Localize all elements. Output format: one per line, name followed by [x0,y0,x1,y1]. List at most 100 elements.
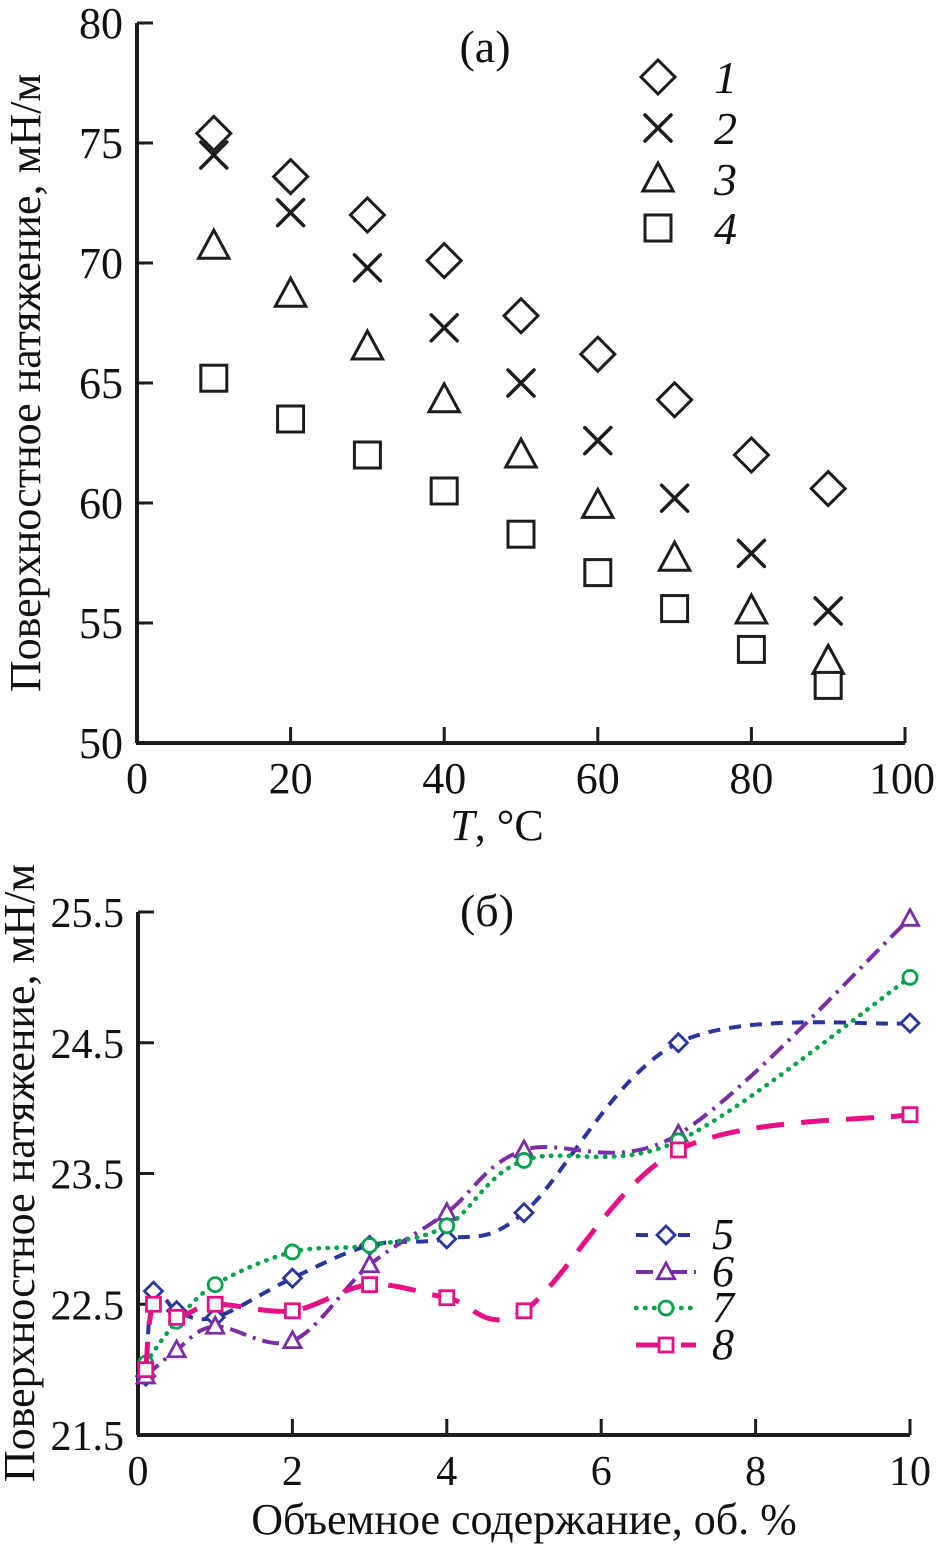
triangle-marker [733,591,770,625]
legend-item-2: 2 [643,103,737,154]
square-marker [901,1106,919,1124]
triangle-marker [204,1314,227,1335]
circle-marker [901,968,919,986]
square-icon [643,213,673,243]
diamond-marker [271,157,310,196]
y-tick-label: 50 [79,719,123,768]
series-4-points [199,363,843,700]
axes [135,21,907,745]
x-tick-label: 60 [576,754,620,803]
legend-item-5: 5 [636,1210,734,1259]
y-tick-label: 60 [79,479,123,528]
diamond-icon [655,1224,677,1246]
x-tick-label: 40 [422,754,466,803]
diamond-marker [578,335,617,374]
triangle-marker [899,906,921,927]
triangle-marker [503,435,539,469]
square-marker [352,440,382,470]
diamond-marker [348,195,387,235]
legend-item-1: 1 [638,52,737,103]
circle-marker [438,1217,456,1235]
series-1-points [194,114,848,508]
square-marker [206,1295,224,1313]
legend-label: 1 [714,52,737,103]
panel-a: (а) Поверхностное натяжение, мН/м T, °C … [1,0,935,850]
triangle-marker [196,227,232,260]
series-7-line [143,975,913,1366]
square-icon [657,1336,675,1354]
y-tick-label: 22.5 [51,1283,125,1329]
diamond-marker [281,1267,304,1290]
x-marker [429,313,459,343]
square-marker [660,594,690,624]
diamond-marker [194,114,233,153]
y-tick-label: 70 [79,239,123,288]
panel-a-ylabel: Поверхностное натяжение, мН/м [1,74,50,692]
square-marker [670,1141,687,1159]
panel-b-figure: (б) Поверхностное натяжение, мН/м Объемн… [0,864,931,1544]
x-tick-label: 6 [591,1449,612,1495]
legend-item-4: 4 [643,203,737,254]
triangle-marker [281,1328,304,1350]
legend-label: 6 [712,1247,734,1296]
square-marker [283,1302,301,1320]
square-marker [361,1276,379,1294]
legend-label: 4 [714,203,737,254]
diamond-marker [809,469,848,508]
diamond-marker [732,435,771,475]
x-marker [583,425,613,456]
series-2-points [199,140,843,626]
legend-item-6: 6 [636,1247,734,1296]
x-tick-label: 4 [436,1449,457,1495]
square-marker [506,519,536,549]
x-marker [736,538,767,569]
panel-b-ylabel: Поверхностное натяжение, мН/м [0,864,44,1482]
y-tick-label: 65 [79,359,123,408]
square-marker [583,558,613,588]
circle-marker [361,1237,379,1254]
triangle-icon [640,159,676,193]
x-marker [813,596,843,626]
x-marker [659,483,690,513]
panel-a-xlabel: T, °C [450,801,543,850]
y-tick-label: 23.5 [51,1153,125,1199]
x-marker [199,140,229,170]
diamond-marker [425,241,464,280]
triangle-marker [272,275,309,308]
series-5-points [134,1012,921,1388]
diamond-marker [435,1227,458,1250]
triangle-marker [656,539,693,572]
square-marker [736,634,766,664]
legend-label: 8 [712,1320,734,1369]
triangle-marker [810,642,846,675]
x-tick-label: 10 [889,1449,931,1495]
y-tick-label: 25.5 [51,891,125,937]
series-6-line [144,917,912,1378]
series-5-line [143,1020,911,1377]
diamond-icon [638,57,678,97]
square-marker [145,1295,162,1313]
diamond-marker [899,1012,921,1035]
y-tick-label: 75 [79,119,123,168]
x-tick-label: 100 [869,754,935,803]
x-tick-label: 20 [269,754,313,803]
circle-marker [206,1276,224,1294]
square-marker [813,670,843,700]
triangle-icon [655,1260,677,1281]
square-marker [515,1302,533,1320]
panel-b-xlabel: Объемное содержание, об. % [251,1495,797,1544]
legend-label: 7 [712,1283,736,1332]
square-marker [438,1289,456,1307]
triangle-marker [426,380,462,414]
diamond-marker [513,1201,535,1224]
legend-label: 2 [714,103,737,154]
legend-item-3: 3 [640,154,737,205]
square-marker [429,476,459,506]
y-tick-label: 21.5 [51,1414,125,1460]
x-tick-label: 2 [282,1449,303,1495]
triangle-marker [165,1338,188,1359]
square-marker [199,363,229,393]
